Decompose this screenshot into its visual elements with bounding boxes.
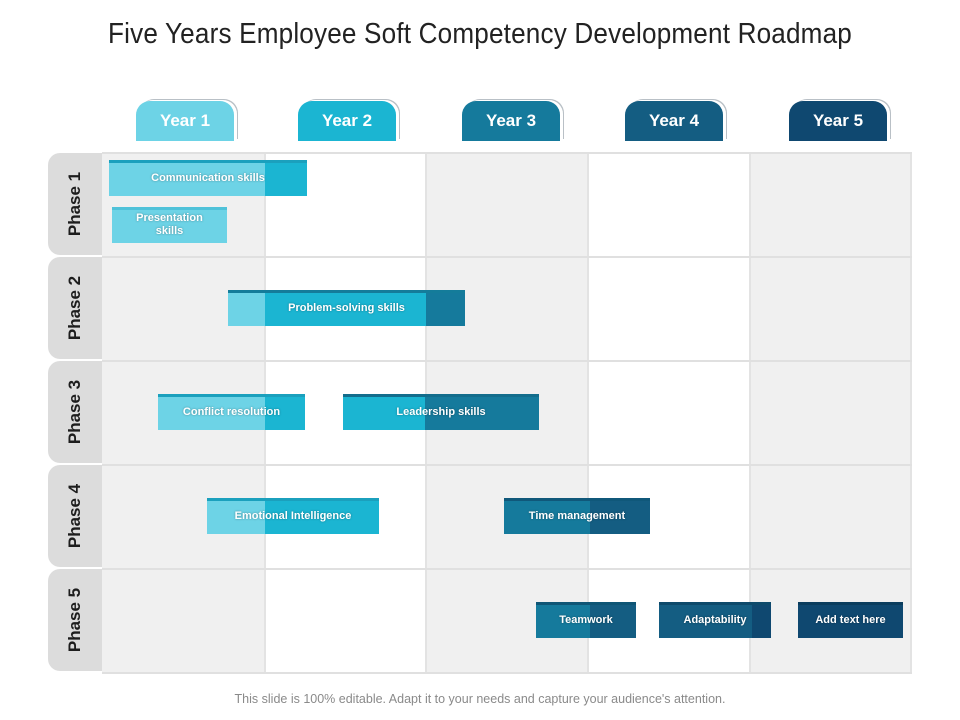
presentation-skills-label: Presentation skills — [136, 212, 203, 237]
page-title: Five Years Employee Soft Competency Deve… — [108, 18, 852, 50]
bar-top-strip — [158, 394, 305, 397]
bar-top-strip — [343, 394, 539, 397]
phase-5-label: Phase 5 — [65, 587, 85, 653]
bar-year-3-segment — [426, 290, 465, 326]
phase-3-tab: Phase 3 — [48, 361, 102, 463]
leadership-skills-bar: Leadership skills — [343, 394, 539, 430]
bar-top-strip — [207, 498, 379, 501]
bar-year-3-segment — [425, 394, 539, 430]
phase-3-label: Phase 3 — [65, 379, 85, 445]
bar-top-strip — [798, 602, 903, 605]
teamwork-bar: Teamwork — [536, 602, 636, 638]
phase-4-label: Phase 4 — [65, 483, 85, 549]
phase-5-tab: Phase 5 — [48, 569, 102, 671]
bar-year-2-segment — [265, 394, 305, 430]
phase-2-label: Phase 2 — [65, 275, 85, 341]
grid-divider — [910, 152, 912, 674]
adaptability-label: Adaptability — [683, 613, 747, 626]
bar-year-5-segment — [752, 602, 771, 638]
emotional-intelligence-label: Emotional Intelligence — [234, 509, 352, 522]
year-1-tab: Year 1 — [136, 101, 234, 141]
emotional-intelligence-bar: Emotional Intelligence — [207, 498, 379, 534]
grid-divider — [587, 152, 589, 674]
bar-year-4-segment — [590, 602, 636, 638]
conflict-resolution-bar: Conflict resolution — [158, 394, 305, 430]
bar-top-strip — [536, 602, 636, 605]
conflict-resolution-label: Conflict resolution — [182, 405, 281, 418]
bar-top-strip — [228, 290, 465, 293]
footer-note: This slide is 100% editable. Adapt it to… — [234, 692, 726, 706]
year-3-tab: Year 3 — [462, 101, 560, 141]
teamwork-label: Teamwork — [559, 613, 613, 626]
leadership-skills-label: Leadership skills — [396, 405, 486, 418]
presentation-skills-bar: Presentation skills — [112, 207, 227, 243]
phase-1-tab: Phase 1 — [48, 153, 102, 255]
year-4-tab: Year 4 — [625, 101, 723, 141]
grid-divider — [102, 464, 912, 466]
grid-divider — [102, 152, 912, 154]
problem-solving-skills-label: Problem-solving skills — [288, 301, 405, 314]
bar-top-strip — [109, 160, 307, 163]
year-5-column — [750, 152, 912, 674]
grid-divider — [102, 672, 912, 674]
adaptability-bar: Adaptability — [659, 602, 771, 638]
problem-solving-skills-bar: Problem-solving skills — [228, 290, 465, 326]
bar-year-2-segment — [265, 160, 307, 196]
bar-year-2-segment — [265, 290, 426, 326]
bar-top-strip — [504, 498, 650, 501]
bar-top-strip — [112, 207, 227, 210]
phase-2-tab: Phase 2 — [48, 257, 102, 359]
communication-skills-label: Communication skills — [151, 171, 265, 184]
year-5-tab: Year 5 — [789, 101, 887, 141]
grid-divider — [749, 152, 751, 674]
grid-divider — [102, 256, 912, 258]
phase-4-tab: Phase 4 — [48, 465, 102, 567]
bar-top-strip — [659, 602, 771, 605]
year-4-column — [588, 152, 750, 674]
grid-divider — [102, 568, 912, 570]
bar-year-4-segment — [590, 498, 650, 534]
year-2-tab: Year 2 — [298, 101, 396, 141]
add-text-bar: Add text here — [798, 602, 903, 638]
add-text-label: Add text here — [815, 613, 886, 626]
grid-divider — [102, 360, 912, 362]
phase-1-label: Phase 1 — [65, 171, 85, 237]
time-management-label: Time management — [528, 509, 626, 522]
communication-skills-bar: Communication skills — [109, 160, 307, 196]
time-management-bar: Time management — [504, 498, 650, 534]
bar-year-2-segment — [265, 498, 379, 534]
